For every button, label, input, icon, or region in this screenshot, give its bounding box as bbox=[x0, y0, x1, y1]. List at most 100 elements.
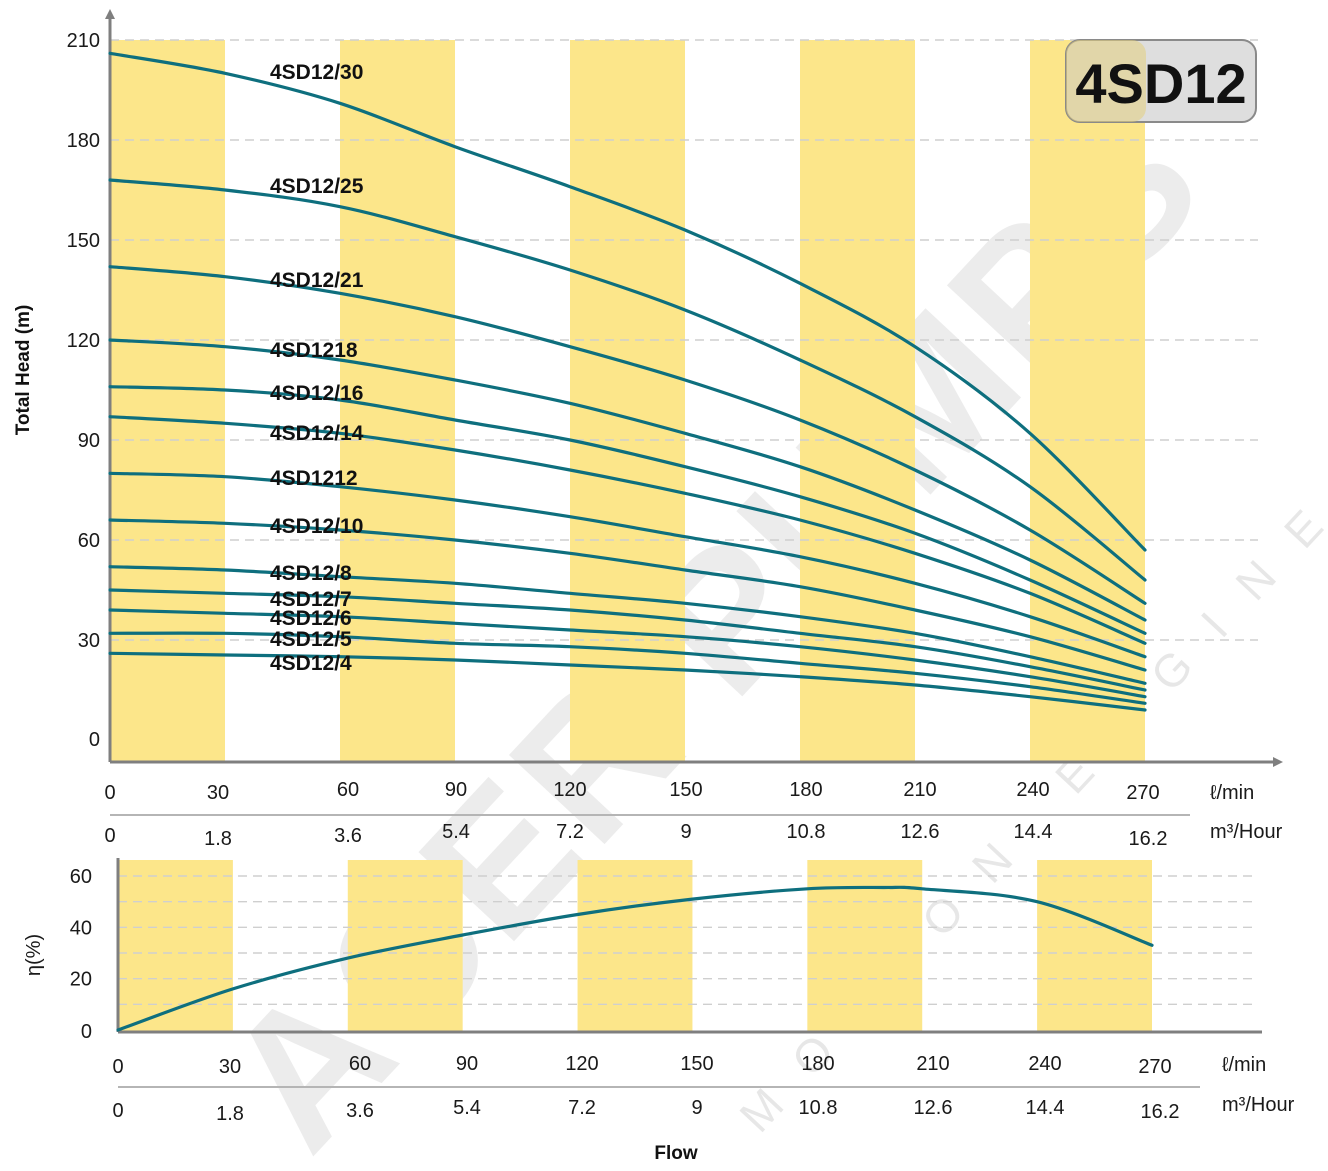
head-x-tick-m3h: 7.2 bbox=[556, 821, 584, 843]
efficiency-x-unit-m3h: m³/Hour bbox=[1222, 1094, 1295, 1116]
flow-axis-title: Flow bbox=[654, 1143, 697, 1164]
head-curve-4sd12-6 bbox=[108, 608, 1147, 699]
curve-label: 4SD12/6 bbox=[270, 607, 352, 630]
head-x-ticks-lmin: 0 30 60 90 120 150 180 210 240 270 bbox=[104, 779, 1159, 804]
head-y-tick-label: 210 bbox=[67, 30, 100, 52]
head-band bbox=[570, 40, 685, 762]
head-curve-4sd12-30 bbox=[108, 51, 1147, 552]
head-y-tick-label: 0 bbox=[89, 729, 100, 751]
efficiency-x-tick-m3h: 7.2 bbox=[568, 1097, 596, 1119]
efficiency-y-tick-label: 20 bbox=[70, 969, 92, 991]
head-curve-4sd12-21 bbox=[108, 265, 1147, 605]
head-y-tick-label: 30 bbox=[78, 630, 100, 652]
efficiency-x-tick-lmin: 180 bbox=[801, 1053, 834, 1075]
model-badge-band-overlap bbox=[1066, 40, 1146, 122]
head-x-tick-lmin: 30 bbox=[207, 782, 229, 804]
head-x-tick-lmin: 150 bbox=[669, 779, 702, 801]
efficiency-curves bbox=[116, 885, 1154, 1032]
efficiency-y-tick-label: 0 bbox=[81, 1021, 92, 1043]
efficiency-x-tick-lmin: 240 bbox=[1028, 1053, 1061, 1075]
head-x-tick-m3h: 10.8 bbox=[787, 821, 826, 843]
efficiency-x-tick-lmin: 60 bbox=[349, 1053, 371, 1075]
head-x-tick-m3h: 3.6 bbox=[334, 825, 362, 847]
head-x-tick-m3h: 1.8 bbox=[204, 828, 232, 850]
efficiency-chart-axes bbox=[116, 858, 1262, 1034]
curve-label: 4SD12/30 bbox=[270, 61, 363, 84]
head-curve-4sd12-8 bbox=[108, 565, 1147, 685]
head-x-unit-lmin: ℓ/min bbox=[1210, 782, 1254, 804]
efficiency-x-tick-m3h: 0 bbox=[112, 1100, 123, 1122]
head-y-tick-label: 150 bbox=[67, 230, 100, 252]
curve-label: 4SD1212 bbox=[270, 467, 358, 490]
head-chart-bands bbox=[110, 40, 1145, 762]
head-y-tick-label: 90 bbox=[78, 430, 100, 452]
head-x-tick-lmin: 60 bbox=[337, 779, 359, 801]
head-x-tick-lmin: 270 bbox=[1126, 782, 1159, 804]
efficiency-x-ticks-lmin: 0 30 60 90 120 150 180 210 240 270 bbox=[112, 1053, 1171, 1078]
efficiency-x-tick-lmin: 30 bbox=[219, 1056, 241, 1078]
efficiency-x-tick-lmin: 270 bbox=[1138, 1056, 1171, 1078]
curve-label: 4SD12/7 bbox=[270, 588, 352, 611]
head-curve-4sd12-7 bbox=[108, 588, 1147, 692]
efficiency-x-tick-lmin: 90 bbox=[456, 1053, 478, 1075]
curve-label: 4SD1218 bbox=[270, 339, 358, 362]
efficiency-x-tick-m3h: 9 bbox=[691, 1097, 702, 1119]
head-x-tick-lmin: 120 bbox=[553, 779, 586, 801]
curve-label: 4SD12/10 bbox=[270, 515, 363, 538]
model-badge: 4SD12 bbox=[1065, 39, 1257, 123]
head-x-unit-m3h: m³/Hour bbox=[1210, 821, 1283, 843]
head-chart-grid bbox=[110, 39, 1258, 641]
head-x-tick-lmin: 0 bbox=[104, 782, 115, 804]
efficiency-y-tick-label: 40 bbox=[70, 917, 92, 939]
head-curve-4sd12-4 bbox=[108, 651, 1147, 712]
head-band bbox=[110, 40, 225, 762]
head-x-tick-lmin: 240 bbox=[1016, 779, 1049, 801]
efficiency-y-axis-title: η(%) bbox=[23, 934, 45, 976]
efficiency-curve bbox=[116, 885, 1154, 1032]
curve-label: 4SD12/21 bbox=[270, 269, 364, 292]
efficiency-x-tick-m3h: 5.4 bbox=[453, 1097, 481, 1119]
curve-label: 4SD12/4 bbox=[270, 652, 352, 675]
efficiency-x-tick-m3h: 16.2 bbox=[1141, 1101, 1180, 1123]
curve-label: 4SD12/16 bbox=[270, 382, 363, 405]
head-curve-4sd12-10 bbox=[108, 518, 1147, 672]
curve-label: 4SD12/8 bbox=[270, 562, 352, 585]
efficiency-x-tick-m3h: 14.4 bbox=[1026, 1097, 1065, 1119]
efficiency-x-tick-m3h: 1.8 bbox=[216, 1103, 244, 1125]
head-y-tick-label: 60 bbox=[78, 530, 100, 552]
head-x-tick-lmin: 90 bbox=[445, 779, 467, 801]
head-x-tick-m3h: 12.6 bbox=[901, 821, 940, 843]
efficiency-x-tick-lmin: 150 bbox=[680, 1053, 713, 1075]
head-x-tick-lmin: 210 bbox=[903, 779, 936, 801]
head-x-tick-m3h: 9 bbox=[680, 821, 691, 843]
head-y-ticks: 0 30 60 90 120 150 180 210 bbox=[67, 30, 100, 751]
curve-labels: 4SD12/30 4SD12/25 4SD12/21 4SD1218 4SD12/16 4… bbox=[270, 61, 364, 675]
head-y-tick-label: 180 bbox=[67, 130, 100, 152]
model-badge-text: 4SD12 bbox=[1075, 52, 1246, 115]
efficiency-x-tick-m3h: 12.6 bbox=[914, 1097, 953, 1119]
efficiency-x-unit-lmin: ℓ/min bbox=[1222, 1054, 1266, 1076]
head-x-tick-m3h: 16.2 bbox=[1129, 828, 1168, 850]
head-band bbox=[800, 40, 915, 762]
head-curve-4sd1212 bbox=[108, 471, 1147, 659]
curve-label: 4SD12/25 bbox=[270, 175, 364, 198]
head-curve-4sd12-16 bbox=[108, 385, 1147, 635]
head-x-tick-m3h: 5.4 bbox=[442, 821, 470, 843]
curve-label: 4SD12/14 bbox=[270, 422, 364, 445]
efficiency-y-ticks: 0 20 40 60 bbox=[70, 866, 92, 1043]
efficiency-x-tick-m3h: 10.8 bbox=[799, 1097, 838, 1119]
efficiency-x-tick-lmin: 0 bbox=[112, 1056, 123, 1078]
head-curves bbox=[108, 51, 1147, 712]
head-curve-4sd12-25 bbox=[108, 178, 1147, 582]
efficiency-x-tick-m3h: 3.6 bbox=[346, 1100, 374, 1122]
head-y-tick-label: 120 bbox=[67, 330, 100, 352]
head-x-tick-m3h: 14.4 bbox=[1014, 821, 1053, 843]
head-curve-4sd1218 bbox=[108, 338, 1147, 622]
head-curve-4sd12-5 bbox=[108, 631, 1147, 705]
efficiency-x-tick-lmin: 120 bbox=[565, 1053, 598, 1075]
efficiency-band bbox=[807, 860, 923, 1032]
curve-label: 4SD12/5 bbox=[270, 628, 352, 651]
efficiency-y-tick-label: 60 bbox=[70, 866, 92, 888]
